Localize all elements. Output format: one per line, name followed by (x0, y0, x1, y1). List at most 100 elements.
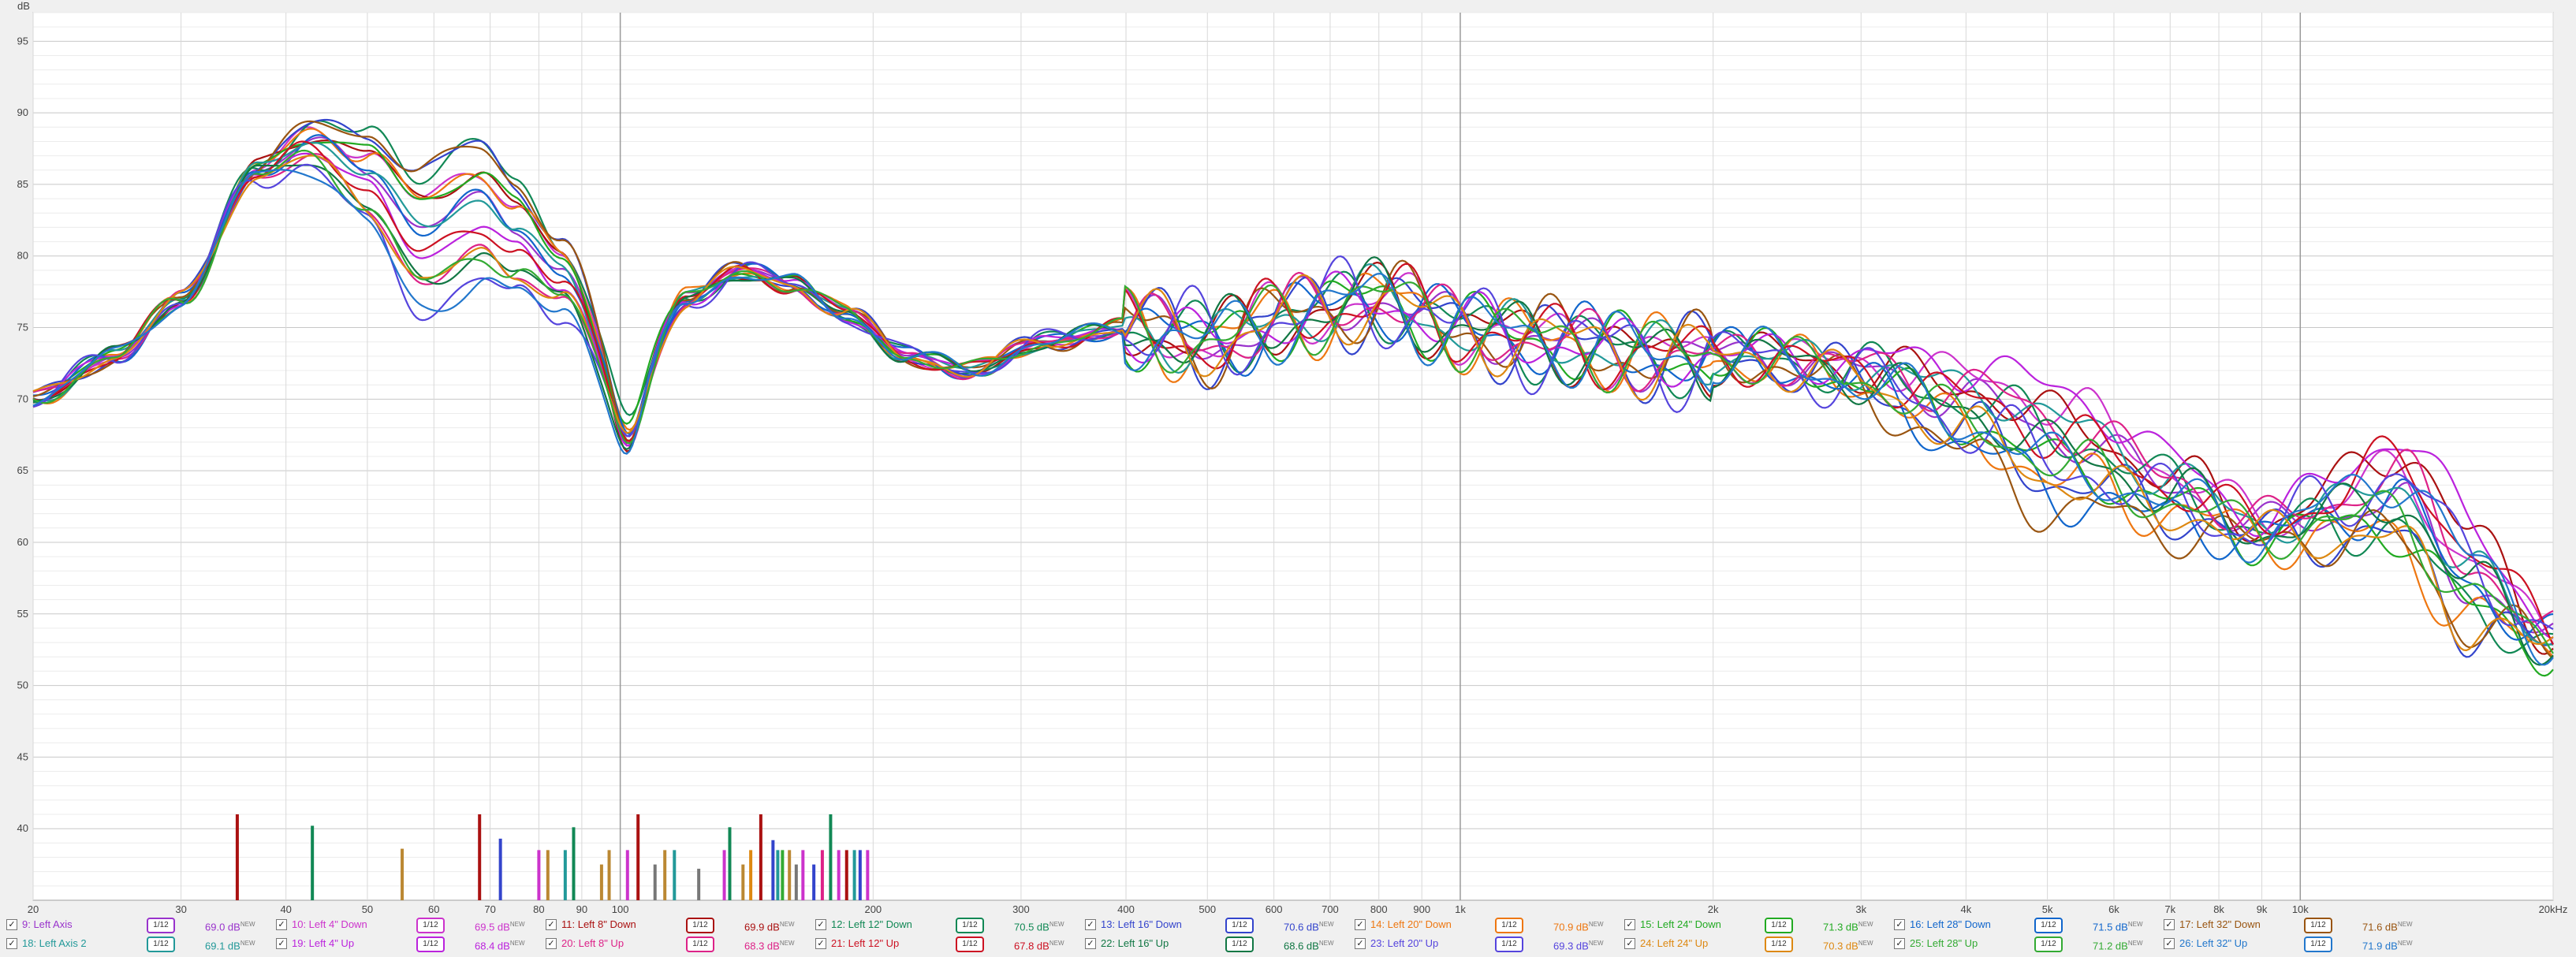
series-line (32, 141, 2554, 646)
series-line (32, 152, 2554, 639)
new-tag: NEW (1049, 921, 1064, 928)
legend-label: 26: Left 32" Up (2179, 937, 2248, 949)
new-tag: NEW (2397, 921, 2413, 928)
legend-db-value: 68.3 dBNEW (744, 940, 795, 952)
legend-checkbox[interactable]: ✓ (1085, 938, 1096, 949)
legend-checkbox[interactable]: ✓ (546, 919, 557, 930)
smoothing-button[interactable]: 1/12 (1495, 937, 1523, 952)
x-tick-label: 100 (612, 903, 629, 915)
smoothing-button[interactable]: 1/12 (956, 918, 984, 933)
new-tag: NEW (1858, 940, 1873, 947)
response-curves (32, 118, 2554, 677)
smoothing-button[interactable]: 1/12 (686, 937, 714, 952)
legend-checkbox[interactable]: ✓ (6, 938, 17, 949)
legend-db-value: 70.5 dBNEW (1014, 921, 1064, 933)
smoothing-button[interactable]: 1/12 (956, 937, 984, 952)
legend-label: 21: Left 12" Up (831, 937, 900, 949)
y-tick-label: 75 (17, 322, 28, 333)
legend-label: 9: Left Axis (22, 918, 73, 930)
legend-db-value: 71.3 dBNEW (1823, 921, 1873, 933)
smoothing-button[interactable]: 1/12 (416, 937, 445, 952)
legend-checkbox[interactable]: ✓ (1624, 938, 1635, 949)
legend-checkbox[interactable]: ✓ (546, 938, 557, 949)
x-tick-label: 40 (280, 903, 291, 915)
legend-checkbox[interactable]: ✓ (815, 938, 826, 949)
smoothing-button[interactable]: 1/12 (2034, 918, 2063, 933)
smoothing-button[interactable]: 1/12 (1765, 937, 1793, 952)
x-tick-label: 8k (2213, 903, 2224, 915)
x-tick-label: 50 (362, 903, 373, 915)
x-tick-label: 900 (1413, 903, 1430, 915)
x-tick-label: 80 (533, 903, 544, 915)
legend-checkbox[interactable]: ✓ (276, 919, 287, 930)
smoothing-button[interactable]: 1/12 (686, 918, 714, 933)
series-line (32, 155, 2554, 652)
grid-lines (32, 12, 2554, 900)
legend-db-value: 70.9 dBNEW (1553, 921, 1604, 933)
new-tag: NEW (240, 940, 255, 947)
legend-checkbox[interactable]: ✓ (1355, 938, 1366, 949)
y-tick-label: 50 (17, 680, 28, 691)
legend-label: 16: Left 28" Down (1910, 918, 1991, 930)
smoothing-button[interactable]: 1/12 (1225, 937, 1254, 952)
legend-checkbox[interactable]: ✓ (1894, 938, 1905, 949)
x-tick-label: 800 (1370, 903, 1388, 915)
legend-checkbox[interactable]: ✓ (1085, 919, 1096, 930)
new-tag: NEW (1318, 940, 1334, 947)
legend-label: 14: Left 20" Down (1370, 918, 1452, 930)
legend-db-value: 71.9 dBNEW (2362, 940, 2413, 952)
y-axis-label: dB (17, 0, 30, 12)
legend-label: 11: Left 8" Down (561, 918, 636, 930)
legend-db-value: 71.5 dBNEW (2093, 921, 2143, 933)
new-tag: NEW (1318, 921, 1334, 928)
legend-checkbox[interactable]: ✓ (1624, 919, 1635, 930)
smoothing-button[interactable]: 1/12 (2304, 918, 2332, 933)
y-tick-label: 45 (17, 750, 28, 762)
legend-label: 10: Left 4" Down (292, 918, 367, 930)
legend-checkbox[interactable]: ✓ (815, 919, 826, 930)
smoothing-button[interactable]: 1/12 (2034, 937, 2063, 952)
y-tick-label: 80 (17, 250, 28, 262)
legend-checkbox[interactable]: ✓ (1355, 919, 1366, 930)
legend-checkbox[interactable]: ✓ (6, 919, 17, 930)
legend-db-value: 67.8 dBNEW (1014, 940, 1064, 952)
x-axis-ticks: 20 30 40 50 60 70 80 90 100 200 300 400 500 600 700 800… (28, 903, 2568, 915)
y-tick-label: 55 (17, 608, 28, 620)
smoothing-button[interactable]: 1/12 (1765, 918, 1793, 933)
smoothing-button[interactable]: 1/12 (1495, 918, 1523, 933)
legend-checkbox[interactable]: ✓ (276, 938, 287, 949)
new-tag: NEW (1049, 940, 1064, 947)
legend-checkbox[interactable]: ✓ (1894, 919, 1905, 930)
legend-db-value: 69.1 dBNEW (205, 940, 255, 952)
smoothing-button[interactable]: 1/12 (147, 937, 175, 952)
peak-markers (235, 814, 870, 900)
smoothing-button[interactable]: 1/12 (2304, 937, 2332, 952)
new-tag: NEW (509, 921, 525, 928)
legend-checkbox[interactable]: ✓ (2164, 919, 2175, 930)
new-tag: NEW (1588, 921, 1604, 928)
x-tick-label: 600 (1266, 903, 1283, 915)
x-tick-label: 9k (2257, 903, 2268, 915)
x-tick-label: 20kHz (2539, 903, 2568, 915)
y-tick-label: 70 (17, 393, 28, 404)
smoothing-button[interactable]: 1/12 (147, 918, 175, 933)
legend-label: 18: Left Axis 2 (22, 937, 87, 949)
new-tag: NEW (779, 940, 795, 947)
x-tick-label: 70 (484, 903, 495, 915)
smoothing-button[interactable]: 1/12 (416, 918, 445, 933)
y-tick-label: 85 (17, 178, 28, 190)
legend-label: 20: Left 8" Up (561, 937, 624, 949)
legend-label: 15: Left 24" Down (1640, 918, 1721, 930)
legend: ✓ 9: Left Axis 1/12 69.0 dBNEW ✓ 10: Left 4" … (0, 916, 2576, 957)
smoothing-button[interactable]: 1/12 (1225, 918, 1254, 933)
y-tick-label: 90 (17, 106, 28, 118)
x-tick-label: 700 (1322, 903, 1339, 915)
legend-db-value: 69.9 dBNEW (744, 921, 795, 933)
new-tag: NEW (779, 921, 795, 928)
legend-db-value: 71.2 dBNEW (2093, 940, 2143, 952)
legend-label: 22: Left 16" Up (1101, 937, 1169, 949)
x-tick-label: 90 (576, 903, 587, 915)
legend-db-value: 69.3 dBNEW (1553, 940, 1604, 952)
series-line (32, 139, 2554, 655)
legend-checkbox[interactable]: ✓ (2164, 938, 2175, 949)
